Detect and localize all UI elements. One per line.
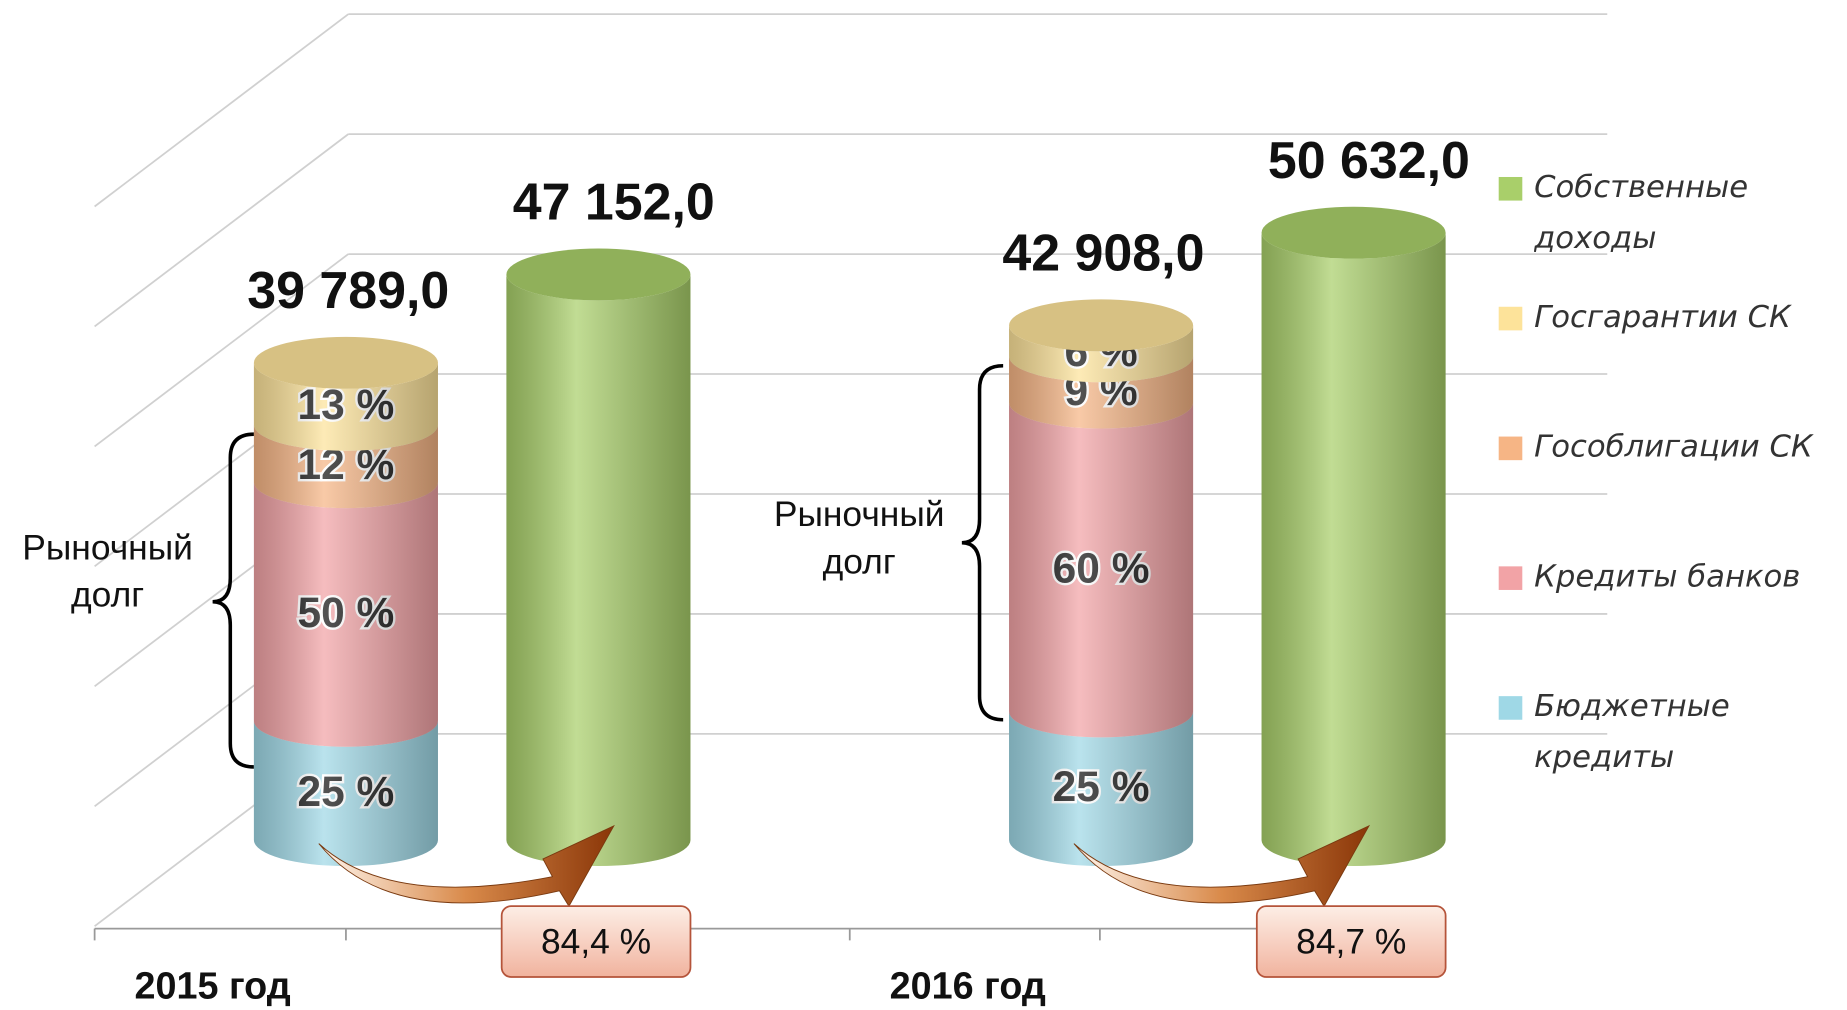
cylinder-top (1009, 299, 1194, 352)
legend-label: Гособлигации СК (1534, 429, 1813, 465)
bracket (961, 364, 1004, 722)
data-label: 25 % (1053, 763, 1150, 810)
annotation: Рыночный долг (773, 495, 945, 582)
legend-label: Собственные доходы (1534, 169, 1749, 257)
annotation: Рыночный долг (22, 528, 193, 615)
legend-label-box: Кредиты банков (1534, 559, 1801, 595)
data-label: 60 % (1053, 544, 1150, 591)
data-label: 25 % (298, 768, 395, 815)
ratio-box (1255, 905, 1447, 978)
grid-line (94, 133, 349, 328)
annotation-box: Рыночный долг (22, 528, 193, 615)
cylinder (506, 274, 691, 867)
legend-swatch (1498, 176, 1523, 201)
total-label: 42 908,0 (1002, 225, 1204, 283)
total-label: 50 632,0 (1268, 132, 1470, 190)
legend-swatch (1498, 696, 1523, 720)
total-label: 39 789,0 (247, 262, 449, 320)
legend-label-box: Госгарантии СК (1534, 299, 1791, 336)
ratio-label: 84,4 % (541, 922, 651, 961)
legend-label-box: Собственные доходы (1534, 169, 1749, 257)
arrow (318, 824, 615, 908)
x-tick-label: 2015 год (134, 965, 290, 1007)
grid-line (94, 253, 349, 448)
grid-line (94, 13, 349, 208)
legend-label: Кредиты банков (1534, 559, 1801, 595)
arrow (1073, 824, 1371, 908)
cylinder-top (1261, 206, 1446, 259)
legend-label-box: Гособлигации СК (1534, 429, 1813, 465)
legend-swatch (1498, 436, 1523, 461)
total-label: 47 152,0 (513, 174, 715, 232)
legend-label: Бюджетные кредиты (1534, 689, 1730, 776)
ratio-label: 84,7 % (1296, 922, 1406, 961)
bracket (212, 432, 254, 769)
cylinder-top (506, 248, 691, 301)
legend-label: Госгарантии СК (1534, 299, 1791, 336)
legend-label-box: Бюджетные кредиты (1534, 689, 1730, 776)
floor-ticks (93, 928, 1101, 941)
data-label: 50 % (298, 589, 395, 636)
legend-swatch (1498, 566, 1523, 590)
ratio-box (500, 905, 692, 978)
x-tick-label: 2016 год (890, 965, 1046, 1007)
annotation-box: Рыночный долг (773, 495, 945, 582)
cylinder (1261, 232, 1446, 867)
legend-swatch (1498, 306, 1523, 331)
cylinder-top (253, 336, 438, 389)
